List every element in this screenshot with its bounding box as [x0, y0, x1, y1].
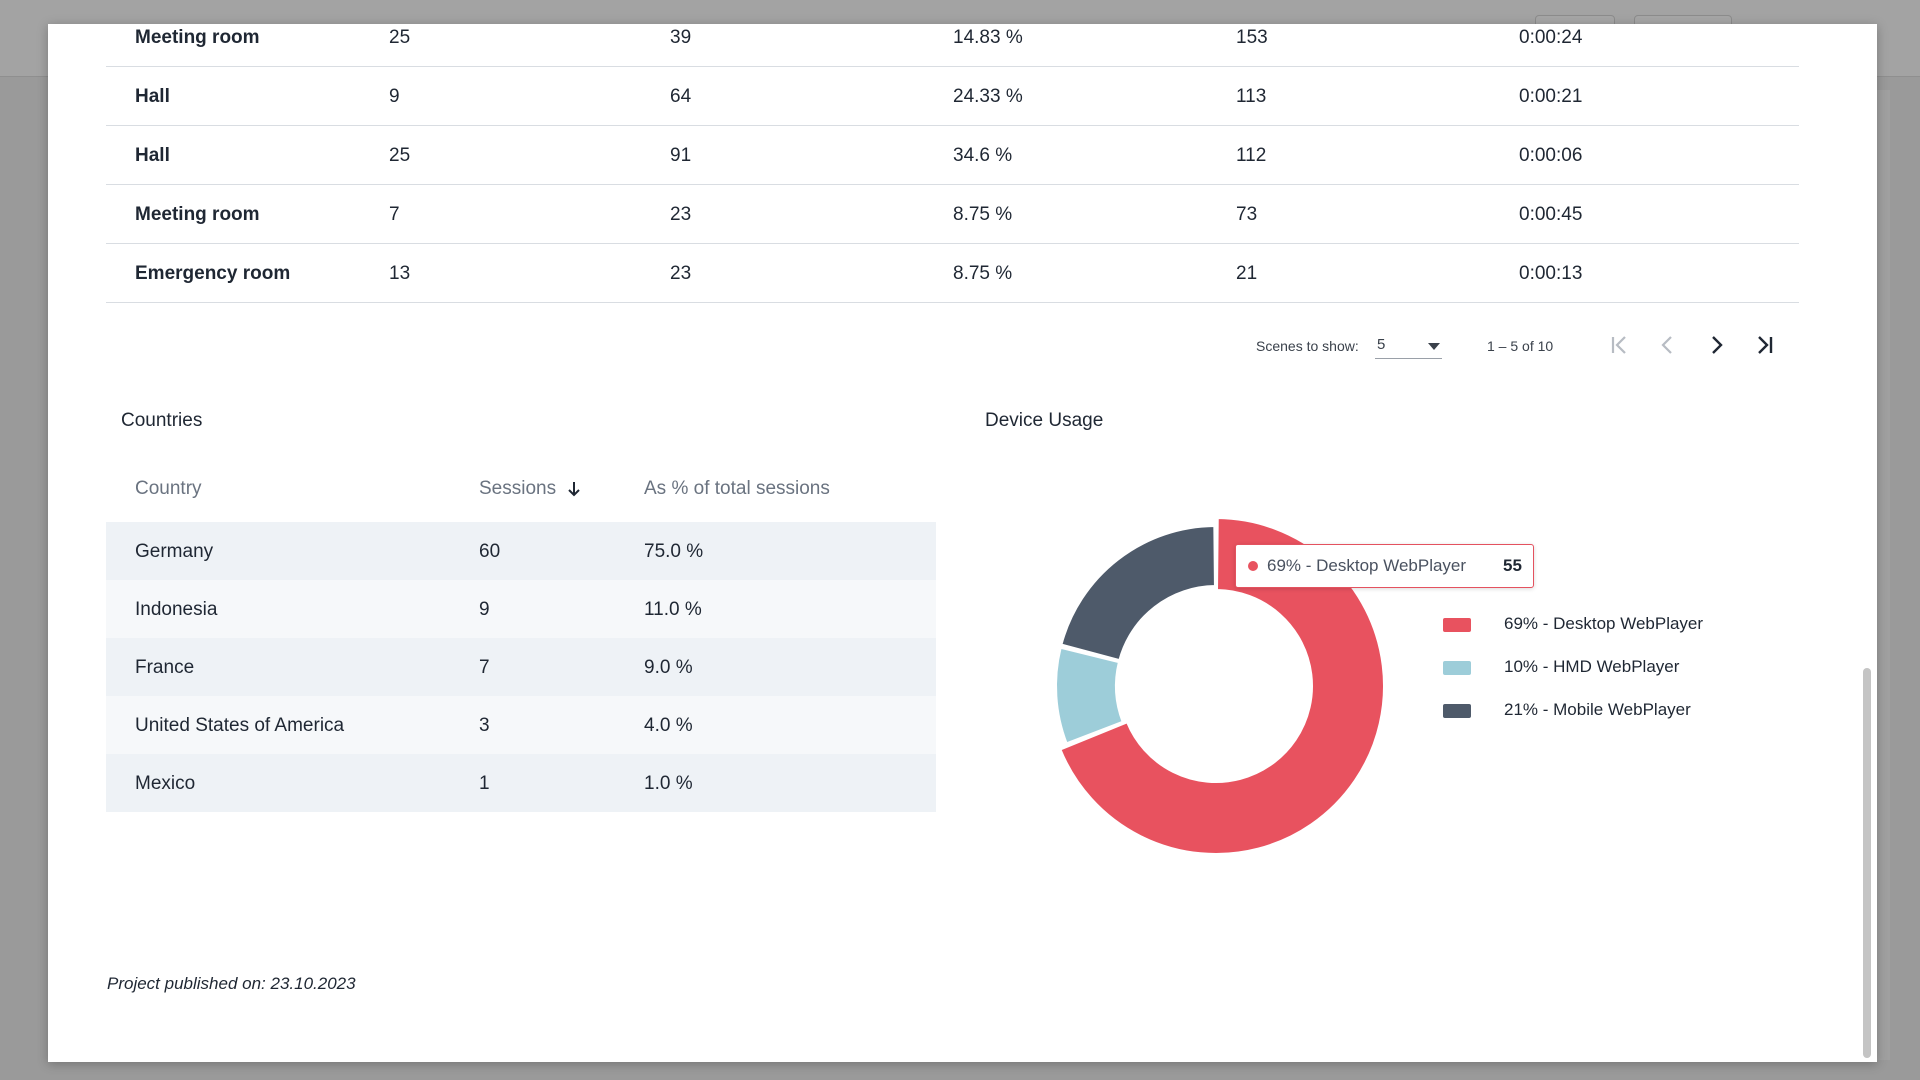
- table-row: Emergency room 13 23 8.75 % 21 0:00:13: [106, 244, 1799, 303]
- scrollbar[interactable]: [1863, 24, 1871, 1062]
- legend-label: 21% - Mobile WebPlayer: [1504, 700, 1691, 719]
- donut-slice[interactable]: [1055, 646, 1124, 745]
- countries-table: Country Sessions As % of total sessions …: [106, 448, 936, 812]
- table-row: United States of America 3 4.0 %: [106, 696, 936, 754]
- tooltip-color-dot: [1248, 561, 1258, 571]
- column-header-country[interactable]: Country: [135, 478, 202, 499]
- countries-table-body: Germany 60 75.0 % Indonesia 9 11.0 % Fra…: [106, 522, 936, 812]
- countries-table-header: Country Sessions As % of total sessions: [106, 448, 936, 522]
- chevron-left-icon: [1661, 336, 1672, 354]
- column-header-label: Sessions: [479, 478, 557, 499]
- countries-title: Countries: [121, 410, 203, 431]
- table-row: Mexico 1 1.0 %: [106, 754, 936, 812]
- pagination-bar: Scenes to show: 5 1 – 5 of 10: [48, 320, 1877, 370]
- analytics-modal: Meeting room 25 39 14.83 % 153 0:00:24 H…: [48, 24, 1877, 1062]
- first-page-button[interactable]: [1602, 328, 1636, 362]
- chevron-right-icon: [1712, 336, 1723, 354]
- table-row: Meeting room 25 39 14.83 % 153 0:00:24: [106, 24, 1799, 67]
- table-row: Indonesia 9 11.0 %: [106, 580, 936, 638]
- tooltip-value: 55: [1503, 556, 1522, 575]
- legend-swatch: [1443, 661, 1471, 675]
- tooltip-label: 69% - Desktop WebPlayer: [1267, 556, 1467, 575]
- chart-tooltip: 69% - Desktop WebPlayer 55: [1235, 544, 1534, 588]
- previous-page-button[interactable]: [1651, 328, 1685, 362]
- caret-down-icon: [1428, 343, 1440, 350]
- device-usage-title: Device Usage: [985, 410, 1104, 431]
- legend-swatch: [1443, 704, 1471, 718]
- scene-table: Meeting room 25 39 14.83 % 153 0:00:24 H…: [106, 24, 1799, 303]
- last-page-icon: [1758, 336, 1773, 354]
- page-range-label: 1 – 5 of 10: [1487, 338, 1554, 354]
- scrollbar-thumb[interactable]: [1863, 668, 1871, 1058]
- table-row: Hall 9 64 24.33 % 113 0:00:21: [106, 67, 1799, 126]
- page-size-label: Scenes to show:: [1256, 338, 1359, 354]
- column-header-percent[interactable]: As % of total sessions: [644, 478, 830, 499]
- legend-label: 69% - Desktop WebPlayer: [1504, 614, 1704, 633]
- donut-slice[interactable]: [1059, 516, 1385, 855]
- page-size-select[interactable]: 5: [1375, 330, 1442, 359]
- device-usage-donut-chart: [1055, 516, 1385, 855]
- last-page-button[interactable]: [1748, 328, 1782, 362]
- legend-label: 10% - HMD WebPlayer: [1504, 657, 1680, 676]
- first-page-icon: [1611, 336, 1626, 354]
- published-date: Project published on: 23.10.2023: [107, 974, 356, 993]
- table-row: Germany 60 75.0 %: [106, 522, 936, 580]
- donut-slice[interactable]: [1060, 524, 1216, 662]
- table-row: France 7 9.0 %: [106, 638, 936, 696]
- next-page-button[interactable]: [1699, 328, 1733, 362]
- table-row: Hall 25 91 34.6 % 112 0:00:06: [106, 126, 1799, 185]
- table-row: Meeting room 7 23 8.75 % 73 0:00:45: [106, 185, 1799, 244]
- legend-swatch: [1443, 618, 1471, 632]
- page-size-value: 5: [1377, 336, 1386, 353]
- column-header-sessions[interactable]: Sessions: [479, 478, 581, 500]
- sort-descending-icon: [568, 481, 581, 497]
